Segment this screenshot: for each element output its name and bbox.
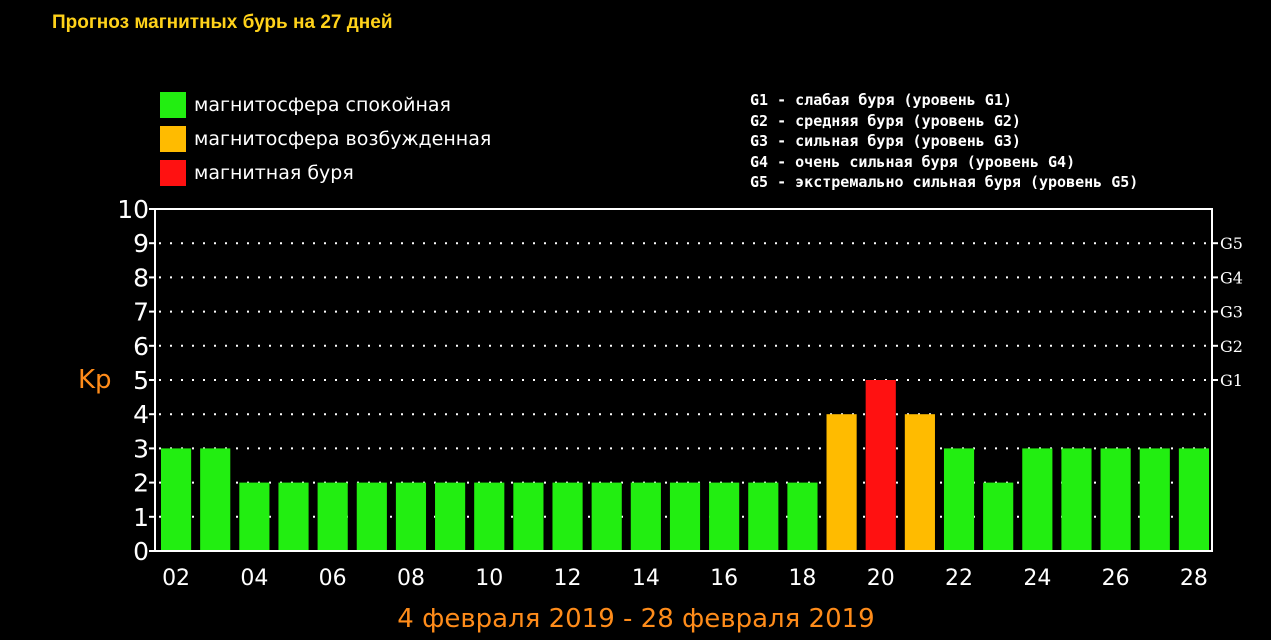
x-tick-label: 24 — [1023, 566, 1051, 591]
bar — [395, 482, 427, 551]
bar — [709, 482, 740, 551]
bar — [435, 482, 466, 551]
bar — [1139, 448, 1170, 551]
x-axis-label: 4 февраля 2019 - 28 февраля 2019 — [397, 604, 874, 634]
bar — [1061, 448, 1092, 551]
x-tick-label: 06 — [319, 566, 347, 591]
y-tick-label: 1 — [133, 503, 149, 532]
y-tick-label: 9 — [133, 229, 149, 258]
bar — [983, 482, 1014, 551]
x-tick-label: 16 — [710, 566, 738, 591]
x-tick-label: 22 — [945, 566, 973, 591]
bar — [200, 448, 231, 551]
bar — [630, 482, 661, 551]
y-tick-label: 5 — [133, 366, 149, 395]
bar — [161, 448, 192, 551]
storm-level-legend: G1 - слабая буря (уровень G1) G2 - средн… — [750, 90, 1138, 193]
x-tick-label: 28 — [1180, 566, 1208, 591]
bar — [826, 414, 857, 551]
bar — [513, 482, 544, 551]
storm-level-g4: G4 - очень сильная буря (уровень G4) — [750, 152, 1076, 171]
bar — [748, 482, 779, 551]
legend-swatch-calm — [160, 92, 186, 118]
legend-label-calm: магнитосфера спокойная — [194, 94, 451, 116]
storm-level-g5: G5 - экстремально сильная буря (уровень … — [750, 173, 1139, 191]
bar — [591, 482, 622, 551]
legend-label-storm: магнитная буря — [194, 162, 354, 184]
x-tick-label: 12 — [554, 566, 582, 591]
bar — [278, 482, 309, 551]
legend-item-calm: магнитосфера спокойная — [160, 88, 491, 122]
storm-level-g1: G1 - слабая буря (уровень G1) — [750, 91, 1012, 109]
legend-item-storm: магнитная буря — [160, 156, 491, 190]
y-tick-label: 7 — [133, 298, 149, 327]
y-tick-label: 2 — [133, 469, 149, 498]
x-tick-label: 04 — [240, 566, 268, 591]
right-axis-label: G4 — [1220, 268, 1243, 287]
bar — [904, 414, 935, 551]
x-tick-label: 10 — [475, 566, 503, 591]
bar — [787, 482, 818, 551]
y-tick-label: 8 — [133, 263, 149, 292]
right-axis-label: G1 — [1220, 371, 1243, 390]
y-tick-label: 4 — [133, 400, 149, 429]
storm-level-g2: G2 - средняя буря (уровень G2) — [750, 111, 1021, 130]
bar — [552, 482, 583, 551]
y-axis-label: Kp — [78, 365, 112, 395]
right-axis-label: G2 — [1220, 337, 1243, 356]
bar — [1100, 448, 1131, 551]
bar — [943, 448, 975, 551]
x-tick-label: 14 — [632, 566, 660, 591]
y-tick-label: 10 — [117, 195, 149, 224]
bar — [474, 482, 505, 551]
y-tick-label: 3 — [133, 434, 149, 463]
legend: магнитосфера спокойная магнитосфера возб… — [160, 88, 491, 190]
bar — [356, 482, 387, 551]
x-tick-label: 08 — [397, 566, 425, 591]
bar — [1178, 448, 1209, 551]
bar — [1022, 448, 1053, 551]
bar — [865, 380, 896, 551]
right-axis-label: G3 — [1220, 303, 1243, 322]
legend-item-excited: магнитосфера возбужденная — [160, 122, 491, 156]
page-title: Прогноз магнитных бурь на 27 дней — [52, 12, 393, 33]
x-tick-label: 02 — [162, 566, 190, 591]
legend-label-excited: магнитосфера возбужденная — [194, 128, 492, 150]
storm-level-g3: G3 - сильная буря (уровень G3) — [750, 132, 1021, 150]
x-tick-label: 26 — [1102, 566, 1130, 591]
legend-swatch-storm — [160, 160, 186, 186]
right-axis-label: G5 — [1220, 234, 1243, 253]
bar — [669, 482, 701, 551]
bar — [317, 482, 348, 551]
bar — [239, 482, 270, 551]
y-tick-label: 6 — [133, 332, 149, 361]
y-tick-label: 0 — [133, 537, 149, 566]
x-tick-label: 18 — [788, 566, 816, 591]
x-tick-label: 20 — [867, 566, 895, 591]
legend-swatch-excited — [160, 126, 186, 152]
